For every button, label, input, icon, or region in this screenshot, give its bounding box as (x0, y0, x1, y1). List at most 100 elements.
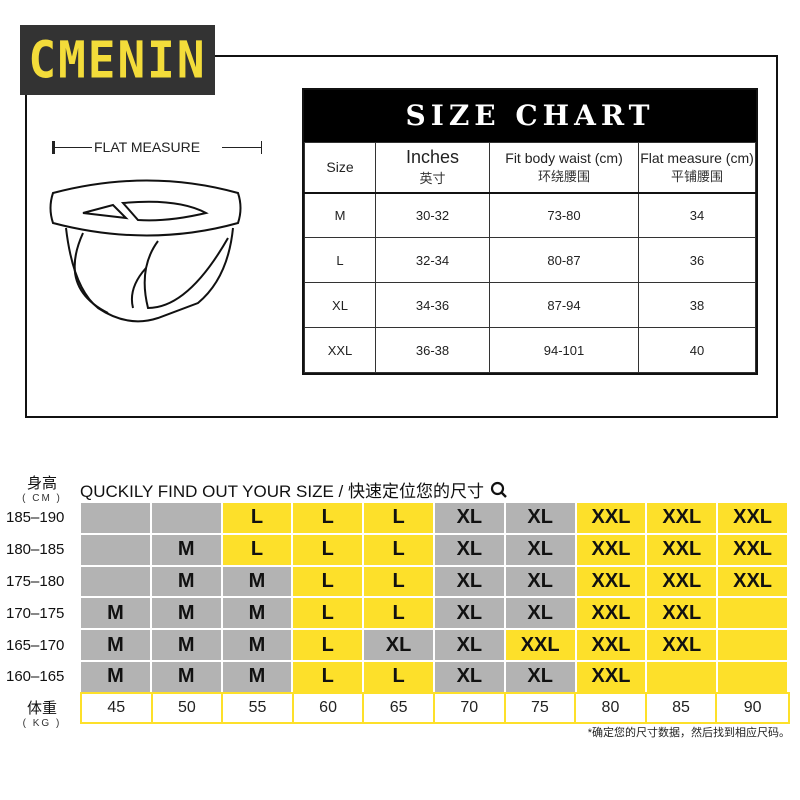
size-cell: XL (504, 597, 576, 630)
size-cell (80, 565, 151, 598)
size-cell: M (150, 660, 222, 693)
table-cell: XL (304, 282, 376, 328)
flat-measure-indicator: FLAT MEASURE (52, 138, 264, 158)
size-cell: XL (433, 533, 505, 566)
weight-cell: 55 (223, 694, 294, 722)
size-cell: M (221, 597, 293, 630)
size-cell: XXL (575, 565, 647, 598)
size-finder-grid: 185–190 L L L XL XL XXL XXL XXL 180–185 M L L L XL XL XX… (0, 502, 788, 693)
size-chart-title: SIZE CHART (304, 90, 756, 142)
size-cell: XXL (575, 597, 647, 630)
height-range-label: 180–185 (6, 541, 65, 559)
size-cell: M (221, 660, 293, 693)
search-icon (490, 481, 507, 498)
size-cell: XL (433, 597, 505, 630)
table-row: M 30-32 73-80 34 (304, 192, 756, 238)
size-cell: XL (504, 565, 576, 598)
height-range-label: 165–170 (6, 636, 65, 654)
weight-cell: 65 (364, 694, 435, 722)
size-cell: XL (433, 565, 505, 598)
size-cell: M (80, 597, 151, 630)
size-cell: L (292, 597, 364, 630)
logo-text: CMENIN (28, 30, 207, 90)
size-cell: L (221, 533, 293, 566)
size-cell: M (150, 533, 222, 566)
table-header-row: Size Inches 英寸 Fit body waist (cm) 环绕腰围 Fl… (304, 142, 756, 193)
size-cell: XL (504, 502, 576, 534)
height-row: 175–180 M M L L XL XL XXL XXL XXL (0, 565, 788, 598)
size-cell: L (292, 629, 364, 661)
size-cell: L (221, 502, 293, 534)
height-axis-label: 身高( CM ) (22, 475, 62, 504)
height-row: 165–170 M M M L XL XL XXL XXL XXL (0, 629, 788, 661)
size-cell: XL (504, 533, 576, 566)
height-row: 170–175 M M M L L XL XL XXL XXL (0, 597, 788, 630)
size-cell: XXL (717, 533, 788, 566)
size-cell: M (221, 629, 293, 661)
header-inches: Inches 英寸 (375, 142, 490, 193)
table-cell: 94-101 (489, 327, 639, 373)
table-cell: 36-38 (375, 327, 490, 373)
table-cell: 30-32 (375, 192, 490, 238)
size-cell: XXL (646, 629, 718, 661)
size-cell: L (292, 565, 364, 598)
table-row: XXL 36-38 94-101 40 (304, 327, 756, 373)
size-cell: L (292, 502, 364, 534)
size-cell: XXL (575, 629, 647, 661)
size-cell: XXL (717, 565, 788, 598)
weight-cell: 45 (82, 694, 153, 722)
size-chart-table: Size Inches 英寸 Fit body waist (cm) 环绕腰围 Fl… (304, 142, 756, 373)
size-cell (717, 597, 788, 630)
size-cell: XXL (646, 565, 718, 598)
header-size: Size (304, 142, 376, 193)
header-fit-body-waist: Fit body waist (cm) 环绕腰围 (489, 142, 639, 193)
table-cell: 87-94 (489, 282, 639, 328)
table-row: XL 34-36 87-94 38 (304, 282, 756, 328)
size-cell: XXL (646, 502, 718, 534)
weight-axis-label: 体重( KG ) (22, 700, 62, 729)
underwear-drawing (49, 179, 242, 323)
header-flat-measure: Flat measure (cm) 平铺腰围 (638, 142, 756, 193)
size-cell (80, 533, 151, 566)
table-cell: 38 (638, 282, 756, 328)
size-cell: M (150, 597, 222, 630)
table-cell: 40 (638, 327, 756, 373)
size-cell: L (363, 533, 434, 566)
weight-cell: 85 (646, 694, 718, 722)
size-cell: L (363, 597, 434, 630)
size-cell: XL (433, 629, 505, 661)
size-chart: SIZE CHART Size Inches 英寸 Fit body waist … (302, 88, 758, 375)
size-cell: M (80, 629, 151, 661)
table-cell: 32-34 (375, 237, 490, 283)
height-range-label: 185–190 (6, 509, 65, 527)
size-cell: XXL (575, 502, 647, 534)
table-row: L 32-34 80-87 36 (304, 237, 756, 283)
table-cell: M (304, 192, 376, 238)
size-cell (717, 629, 788, 661)
size-cell: M (80, 660, 151, 693)
height-row: 180–185 M L L L XL XL XXL XXL XXL (0, 533, 788, 566)
size-cell: M (150, 565, 222, 598)
size-cell: M (150, 629, 222, 661)
size-cell: L (363, 660, 434, 693)
height-row: 160–165 M M M L L XL XL XXL (0, 660, 788, 693)
weight-row: 45 50 55 60 65 70 75 80 85 90 (80, 692, 790, 724)
size-cell (646, 660, 718, 693)
table-cell: 73-80 (489, 192, 639, 238)
size-cell: XXL (575, 660, 647, 693)
size-cell: XL (433, 502, 505, 534)
size-cell: XL (433, 660, 505, 693)
finder-title: QUCKILY FIND OUT YOUR SIZE / 快速定位您的尺寸 (80, 477, 508, 502)
size-cell: L (292, 533, 364, 566)
weight-cell: 80 (576, 694, 647, 722)
size-cell: M (221, 565, 293, 598)
weight-cell: 60 (293, 694, 365, 722)
size-cell (80, 502, 151, 534)
product-frame (25, 55, 778, 418)
height-row: 185–190 L L L XL XL XXL XXL XXL (0, 502, 788, 534)
height-range-label: 160–165 (6, 668, 65, 686)
table-cell: 36 (638, 237, 756, 283)
table-cell: 34-36 (375, 282, 490, 328)
size-cell: XXL (504, 629, 576, 661)
size-cell (717, 660, 788, 693)
